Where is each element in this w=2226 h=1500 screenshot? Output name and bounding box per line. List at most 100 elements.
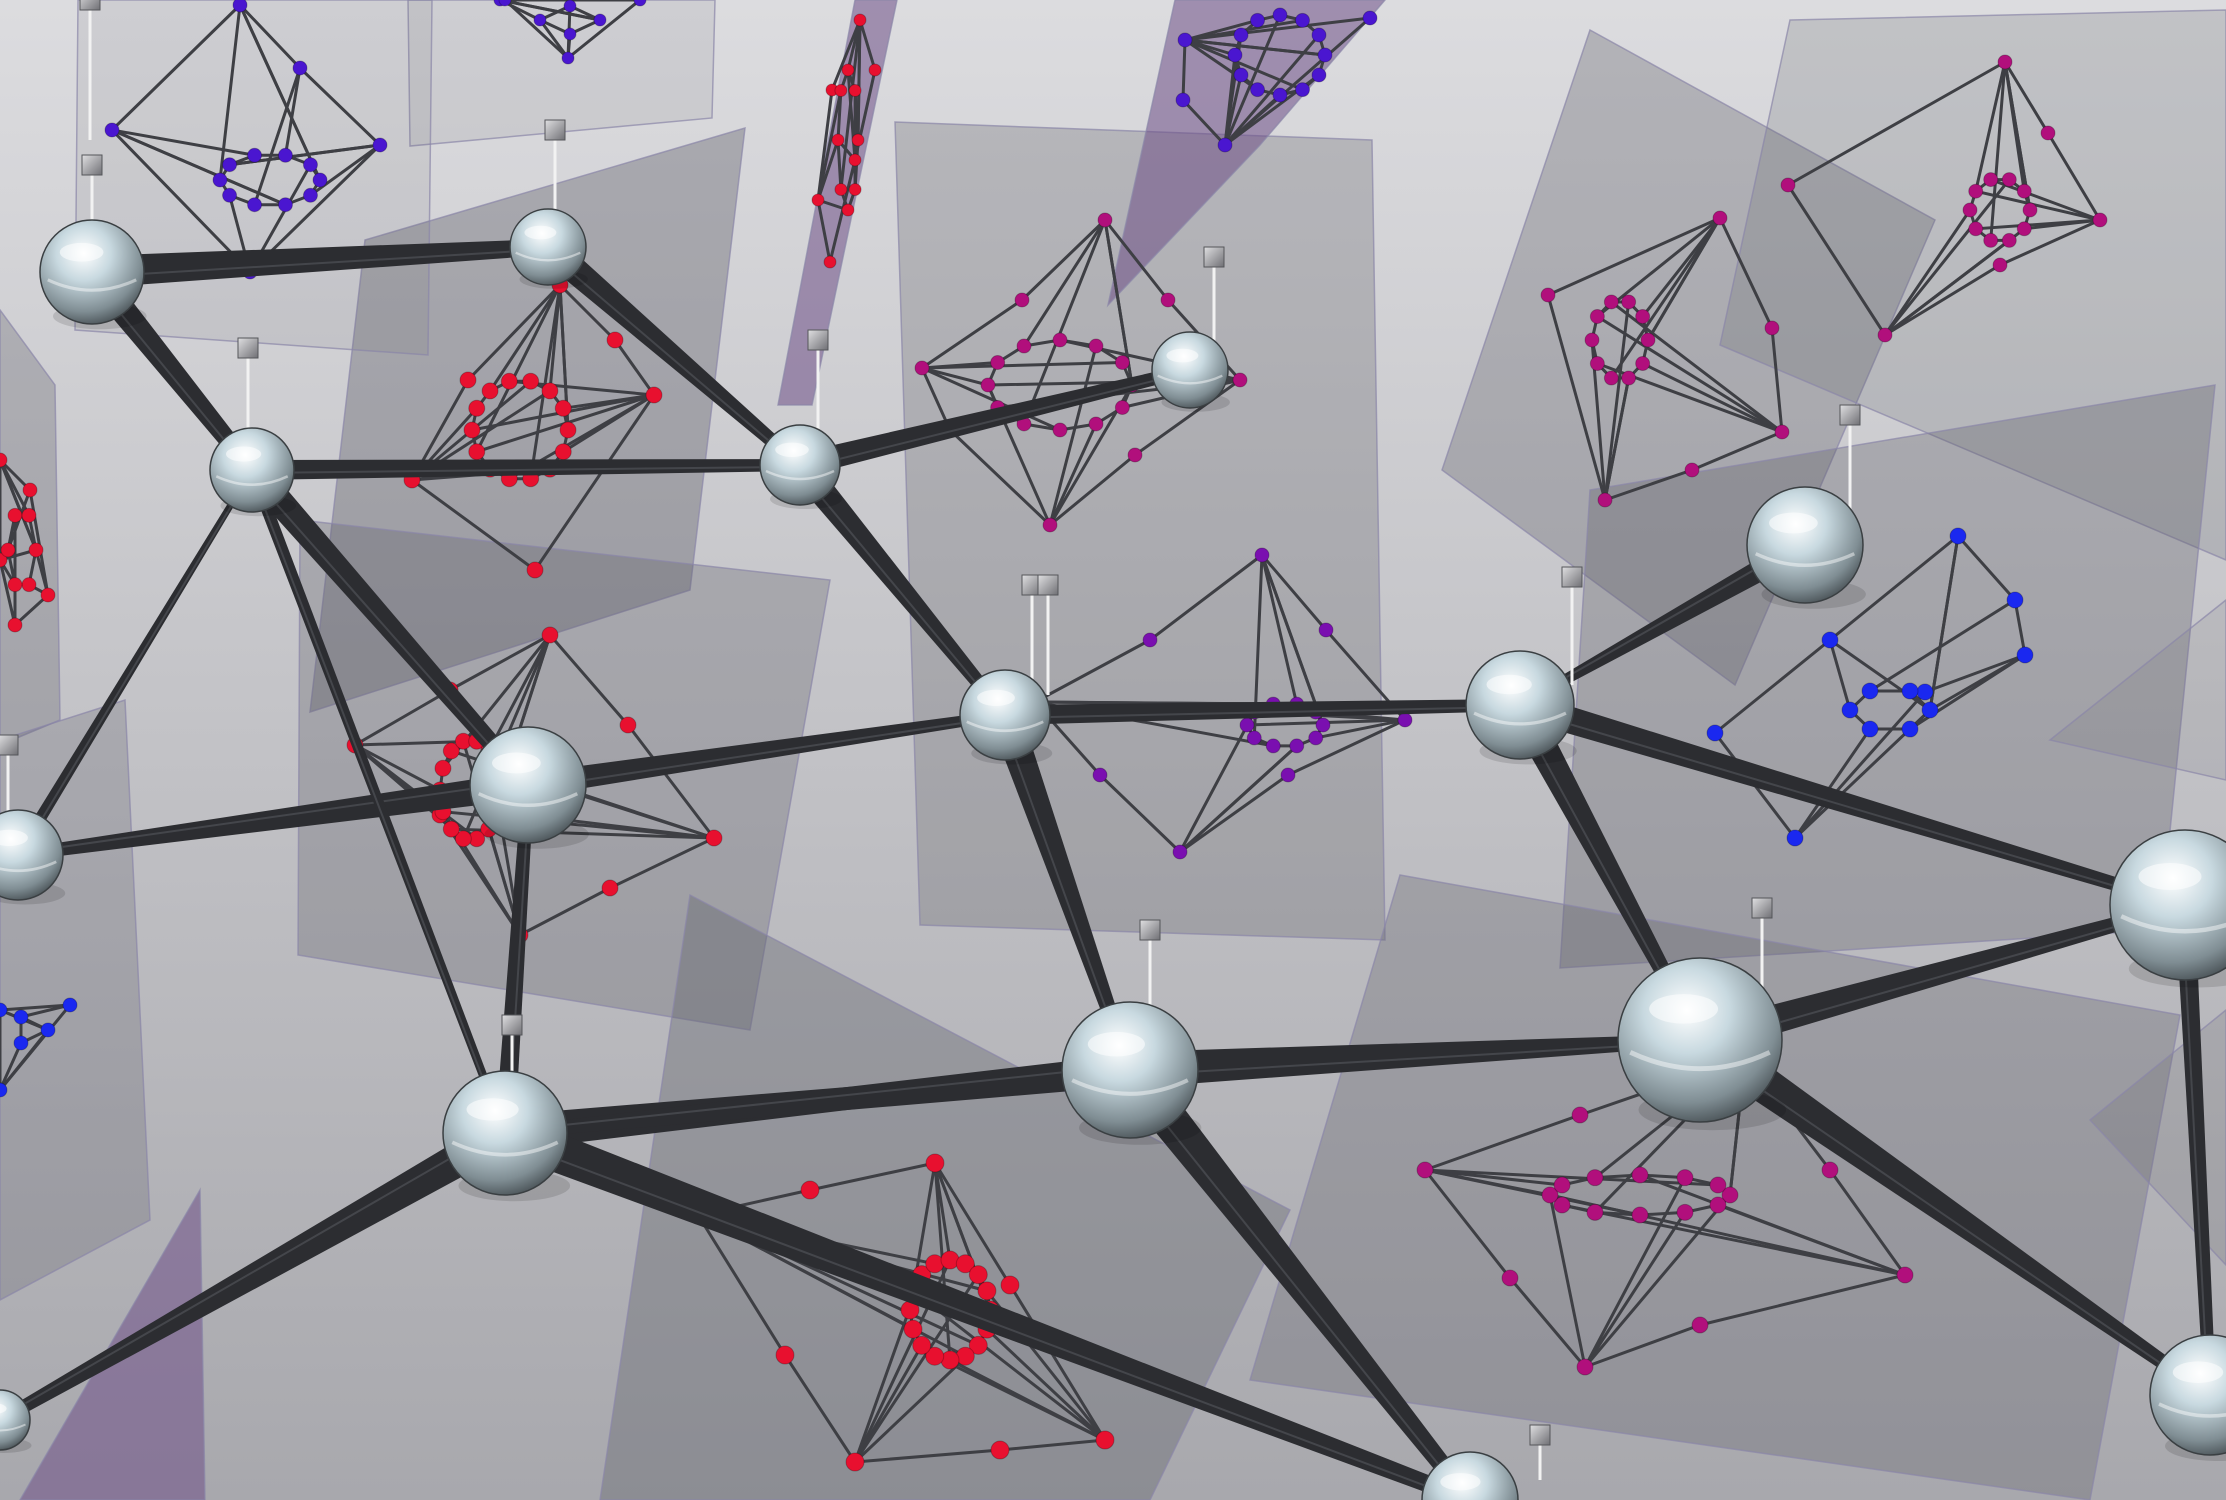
graph-edge [933, 1161, 952, 1262]
graph-edge [1423, 1168, 1720, 1187]
graph-edge [1020, 218, 1107, 302]
graph-edge [1956, 534, 2017, 602]
graph-node [533, 13, 547, 27]
node-sphere [959, 669, 1053, 765]
sphere-highlight [492, 752, 541, 774]
graph-edge [1989, 60, 2007, 242]
graph-edge [1260, 553, 1325, 727]
graph-edge [1048, 344, 1098, 527]
graph-node [522, 372, 540, 390]
graph-node [2092, 212, 2108, 228]
graph-node [606, 331, 624, 349]
rod-12 [1515, 691, 2187, 911]
graph-node [222, 157, 238, 173]
graph-node [0, 452, 8, 468]
node-sphere [469, 726, 589, 849]
graph-node [1160, 292, 1176, 308]
graph-node [1896, 1266, 1914, 1284]
graph-top-left-indigo [104, 0, 388, 280]
graph-node [1676, 1203, 1694, 1221]
graph-edge [283, 66, 302, 157]
graph-edge [1423, 1113, 1582, 1172]
graph-edge [1690, 430, 1784, 472]
sphere-highlight [1486, 674, 1532, 695]
graph-edge [1103, 218, 1170, 302]
rod-15 [1129, 1034, 1701, 1088]
graph-edge [1646, 216, 1722, 342]
graph-node [1983, 232, 1999, 248]
graph-node [1861, 682, 1879, 700]
cube-face [237, 337, 259, 359]
sphere-rim [1473, 711, 1567, 726]
graph-node [1992, 257, 2008, 273]
graph-edge [608, 836, 716, 890]
graph-edge [1133, 378, 1242, 457]
rod-17-highlight [1696, 1044, 2210, 1398]
node-sphere [0, 809, 66, 905]
sphere-rim [2120, 914, 2226, 934]
graph-node [1603, 370, 1619, 386]
graph-node [1589, 308, 1605, 324]
graph-node [1250, 82, 1265, 98]
rod-24-highlight [502, 1137, 1467, 1500]
graph-node [1246, 730, 1262, 746]
connector-cube [1839, 404, 1861, 426]
sphere-highlight [524, 225, 557, 240]
rod-26-highlight [249, 470, 505, 1134]
graph-edge [1974, 60, 2007, 193]
graph-node [40, 1022, 56, 1038]
graph-node [775, 1345, 795, 1365]
graph-edge [1883, 263, 2002, 337]
graph-edge [1508, 1276, 1587, 1369]
graph-node [848, 84, 862, 98]
graph-edge [1098, 773, 1182, 854]
graph-edge [816, 198, 832, 264]
node-sphere [759, 424, 842, 509]
sphere-highlight [0, 1403, 7, 1414]
cube-face [544, 119, 566, 141]
sphere-highlight [1649, 994, 1719, 1024]
sphere-body [1746, 486, 1864, 604]
graph-edge [0, 1041, 23, 1092]
graph-edge [538, 18, 570, 60]
graph-node [554, 399, 572, 417]
graph-node [1239, 717, 1255, 733]
graph-edge [998, 1438, 1107, 1452]
graph-edge [1314, 718, 1407, 740]
graph-node [292, 60, 308, 76]
graph-node [834, 182, 848, 196]
graph-edge [2046, 131, 2102, 222]
graph-node [1177, 32, 1193, 48]
graph-top-center-indigo [493, 0, 647, 65]
graph-node [1540, 287, 1556, 303]
graph-edge [1883, 178, 2011, 337]
cube-face [1839, 404, 1861, 426]
graph-node [559, 421, 577, 439]
graph-node [247, 147, 263, 163]
graph-edge [1603, 468, 1694, 502]
graph-edge [1423, 1168, 1512, 1280]
graph-edge [808, 1161, 937, 1192]
graph-node [1553, 1176, 1571, 1194]
connector-cube [1751, 897, 1773, 919]
graph-node [372, 137, 388, 153]
graph-node [925, 1153, 945, 1173]
graph-edge [253, 66, 302, 207]
sphere-rim [451, 1140, 559, 1157]
graph-node [841, 63, 855, 77]
graph-node [1250, 12, 1265, 28]
rod-15-highlight [1130, 1040, 1701, 1077]
graph-edge [1786, 183, 1887, 337]
graph-edge [487, 633, 552, 753]
graph-node [468, 399, 486, 417]
graph-node [1295, 12, 1310, 28]
graph-edge [1583, 1176, 1687, 1369]
rod-9-highlight [1005, 705, 1521, 719]
rod-6-highlight [795, 467, 1005, 717]
graph-edge [110, 3, 242, 132]
graph-edge [1178, 744, 1299, 854]
graph-edge [475, 283, 562, 454]
graph-node [800, 1180, 820, 1200]
sphere-highlight [1769, 512, 1818, 534]
graph-node [1272, 7, 1288, 23]
